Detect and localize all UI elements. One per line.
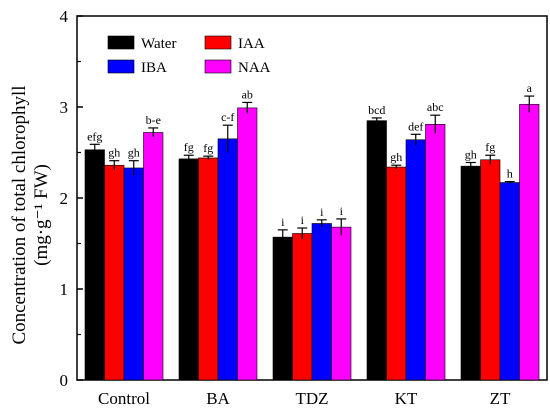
x-category-label: BA [206,389,230,408]
x-category-label: ZT [490,389,511,408]
x-category-label: Control [98,389,150,408]
bar [386,166,407,381]
bar [499,182,520,381]
y-axis-label: Concentration of total chlorophyll (mg·g… [9,85,52,344]
bar [366,120,387,381]
y-tick-label: 2 [60,189,69,208]
bar [405,139,426,381]
significance-label: b-e [146,113,161,127]
bar [178,158,199,381]
bar [272,236,293,381]
legend-label: Water [141,36,176,52]
bar [311,223,332,381]
significance-label: fg [203,141,213,155]
legend-swatch [204,59,232,74]
significance-label: i [281,215,285,229]
significance-label: i [320,205,324,219]
significance-label: def [408,119,423,133]
bar [217,138,238,381]
bar [460,165,481,381]
significance-label: gh [465,148,477,162]
y-tick-label: 0 [60,371,69,390]
significance-label: c-f [221,110,234,124]
significance-label: bcd [368,103,385,117]
significance-label: ab [242,87,253,101]
significance-label: fg [184,140,194,154]
legend-label: NAA [238,60,271,76]
significance-label: fg [485,140,495,154]
y-tick-label: 4 [60,7,69,26]
significance-label: i [301,213,305,227]
legend-label: IAA [238,36,265,52]
bar [480,159,501,381]
bar [123,167,144,381]
bar [237,107,258,381]
significance-label: a [527,81,533,95]
bar [143,132,164,381]
y-tick-label: 3 [60,98,69,117]
bar [198,157,219,381]
bar [519,103,540,381]
legend: Water IAA IBA NAA [107,35,271,76]
bar [331,226,352,381]
legend-swatch [107,35,135,50]
x-category-label: TDZ [295,389,328,408]
legend-swatch [204,35,232,50]
bar [292,233,313,381]
bar [425,123,446,381]
y-axis-unit: (mg·g⁻¹ FW) [31,164,52,266]
significance-label: i [340,204,344,218]
significance-label: efg [87,129,102,143]
significance-label: gh [108,146,120,160]
significance-label: gh [128,146,140,160]
significance-label: gh [390,150,402,164]
y-axis-title: Concentration of total chlorophyll [9,85,30,344]
bar [104,164,125,381]
bar [84,149,105,381]
x-category-label: KT [395,389,418,408]
y-tick-label: 1 [60,280,69,299]
legend-label: IBA [141,60,167,76]
significance-label: h [507,167,513,181]
significance-label: abc [427,100,444,114]
legend-swatch [107,59,135,74]
